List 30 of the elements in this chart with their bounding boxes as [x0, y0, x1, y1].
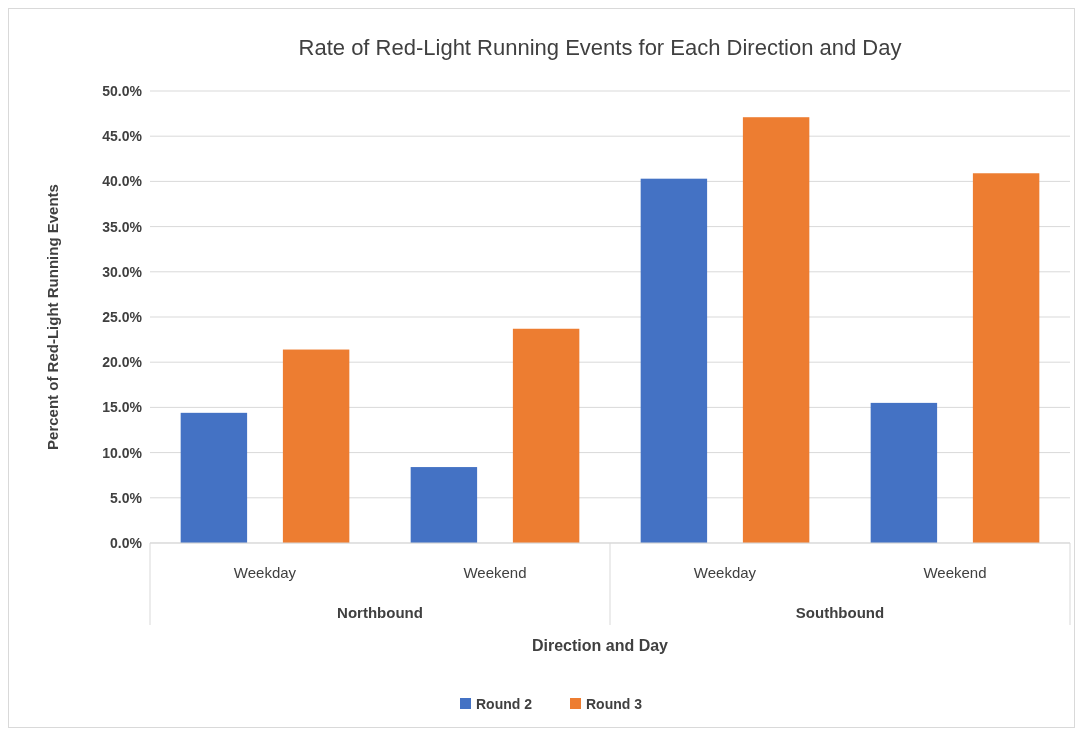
y-tick-label: 30.0% — [102, 263, 143, 280]
bar — [282, 349, 350, 543]
bar — [410, 467, 478, 543]
bar — [640, 178, 708, 543]
bar — [870, 402, 938, 543]
chart-title: Rate of Red-Light Running Events for Each Direction and Day — [298, 35, 902, 60]
y-tick-label: 25.0% — [102, 308, 143, 325]
y-tick-label: 40.0% — [102, 173, 143, 190]
y-axis-title: Percent of Red-Light Running Events — [44, 184, 61, 450]
bar — [180, 412, 248, 543]
y-tick-label: 20.0% — [102, 354, 143, 371]
x-tick-label: Weekend — [463, 564, 527, 581]
legend-label: Round 3 — [586, 695, 643, 712]
bar — [512, 328, 580, 543]
text: Southbound — [795, 604, 885, 621]
bar — [972, 173, 1040, 543]
x-tick-label: Weekday — [233, 564, 297, 581]
x-tick-label: Weekday — [693, 564, 757, 581]
bar — [742, 117, 810, 543]
legend-label: Round 2 — [476, 695, 533, 712]
y-tick-label: 50.0% — [102, 82, 143, 99]
y-tick-label: 0.0% — [110, 534, 143, 551]
y-tick-label: 5.0% — [110, 489, 143, 506]
y-tick-label: 15.0% — [102, 399, 143, 416]
y-tick-label: 35.0% — [102, 218, 143, 235]
y-tick-label: 10.0% — [102, 444, 143, 461]
text: Northbound — [337, 604, 423, 621]
y-tick-label: 45.0% — [102, 128, 143, 145]
x-axis-title: Direction and Day — [531, 637, 669, 654]
x-tick-label: Weekend — [923, 564, 987, 581]
